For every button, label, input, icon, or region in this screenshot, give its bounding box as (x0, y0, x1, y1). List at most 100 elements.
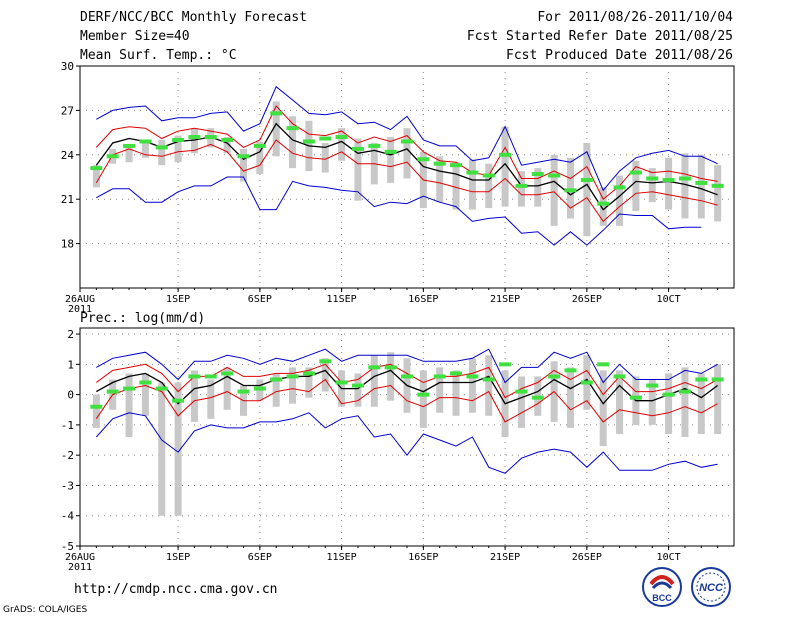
precipitation-panel: -5-4-3-2-101226AUG 1SEP 6SEP 11SEP 16SEP 21SE… (61, 311, 734, 573)
prec-xtick-label: 16SEP (408, 552, 438, 563)
temp-control-marker (287, 126, 299, 130)
temp-control-marker (499, 153, 511, 157)
temp-control-marker (548, 174, 560, 178)
temp-spread-box (453, 162, 460, 209)
prec-spread-box (453, 370, 460, 415)
prec-control-marker (630, 396, 642, 400)
prec-control-marker (581, 381, 593, 385)
prec-spread-box (387, 352, 394, 400)
temp-control-marker (532, 172, 544, 176)
forecast-charts: 182124273026AUG 1SEP 6SEP 11SEP 16SEP 21SEP 26… (0, 0, 800, 618)
temp-spread-box (649, 168, 656, 202)
temp-control-marker (417, 157, 429, 161)
temp-xtick-label: 26SEP (572, 294, 602, 305)
prec-panel-title: Prec.: log(mm/d) (80, 311, 205, 326)
temp-control-marker (385, 150, 397, 154)
prec-control-marker (679, 390, 691, 394)
prec-ytick-label: 2 (67, 328, 74, 341)
prec-ytick-label: 0 (67, 389, 74, 402)
prec-control-marker (614, 374, 626, 378)
prec-spread-box (126, 373, 133, 437)
prec-control-marker (434, 374, 446, 378)
temp-control-marker (139, 139, 151, 143)
prec-control-marker (303, 371, 315, 375)
temp-spread-box (518, 171, 525, 207)
prec-control-marker (663, 393, 675, 397)
temp-control-marker (156, 145, 168, 149)
ncc-logo-text: NCC (699, 582, 724, 594)
temp-xtick-label: 10CT (657, 294, 681, 305)
temp-control-marker (221, 138, 233, 142)
prec-control-marker (90, 405, 102, 409)
temp-ytick-label: 24 (61, 149, 75, 162)
prec-xtick-label: 11SEP (327, 552, 357, 563)
prec-control-marker (565, 368, 577, 372)
temp-spread-box (469, 159, 476, 209)
prec-spread-box (698, 373, 705, 434)
bcc-logo: BCC (641, 566, 683, 608)
temp-spread-box (698, 155, 705, 219)
prec-spread-box (371, 355, 378, 406)
temp-line-min (96, 177, 701, 245)
prec-control-marker (156, 387, 168, 391)
prec-control-marker (417, 393, 429, 397)
prec-control-marker (695, 377, 707, 381)
prec-xtick-label: 21SEP (490, 552, 520, 563)
temperature-panel: 18 21 24 27 30 26AUG 1SEP 6SEP 11SEP 16SEP 21SEP 26… (61, 60, 734, 315)
temp-spread-box (551, 155, 558, 226)
temp-control-marker (352, 147, 364, 151)
prec-spread-box (518, 376, 525, 427)
prec-xtick-label: 1SEP (166, 552, 190, 563)
bcc-logo-text: BCC (652, 593, 672, 603)
temp-spread-box (665, 158, 672, 210)
prec-control-marker (221, 371, 233, 375)
temp-control-marker (90, 166, 102, 170)
temp-control-marker (679, 176, 691, 180)
prec-ytick-label: -4 (61, 510, 75, 523)
temp-ytick-label: 21 (61, 193, 74, 206)
temp-spread-box (158, 140, 165, 165)
prec-control-marker (515, 390, 527, 394)
temp-control-marker (368, 144, 380, 148)
temp-control-marker (695, 181, 707, 185)
temp-control-marker (205, 135, 217, 139)
prec-control-marker (532, 396, 544, 400)
temp-control-marker (336, 135, 348, 139)
prec-control-marker (352, 384, 364, 388)
prec-year-label: 2011 (68, 562, 92, 573)
prec-ytick-label: -2 (61, 449, 74, 462)
temp-ytick-label: 27 (61, 104, 74, 117)
temp-control-marker (630, 171, 642, 175)
temp-control-marker (565, 188, 577, 192)
prec-spread-box (714, 364, 721, 434)
prec-control-marker (107, 390, 119, 394)
prec-control-marker (712, 377, 724, 381)
temp-control-marker (483, 174, 495, 178)
prec-control-marker (270, 377, 282, 381)
prec-spread-box (420, 370, 427, 428)
prec-control-marker (254, 387, 266, 391)
temp-xtick-label: 1SEP (166, 294, 190, 305)
source-url[interactable]: http://cmdp.ncc.cma.gov.cn (74, 582, 278, 597)
temp-spread-box (485, 164, 492, 208)
prec-spread-box (436, 367, 443, 412)
prec-control-marker (548, 374, 560, 378)
prec-control-marker (287, 374, 299, 378)
prec-control-marker (188, 374, 200, 378)
temp-spread-box (681, 153, 688, 218)
temp-control-marker (303, 139, 315, 143)
temp-control-marker (646, 176, 658, 180)
temp-control-marker (188, 135, 200, 139)
temp-control-marker (401, 139, 413, 143)
prec-control-marker (466, 374, 478, 378)
prec-spread-box (485, 355, 492, 416)
prec-spread-box (93, 395, 100, 428)
temp-control-marker (450, 163, 462, 167)
temp-control-marker (597, 202, 609, 206)
prec-spread-box (469, 358, 476, 413)
temp-xtick-label: 6SEP (248, 294, 272, 305)
temp-control-marker (581, 178, 593, 182)
prec-control-marker (368, 365, 380, 369)
prec-spread-box (665, 373, 672, 434)
temp-control-marker (614, 185, 626, 189)
